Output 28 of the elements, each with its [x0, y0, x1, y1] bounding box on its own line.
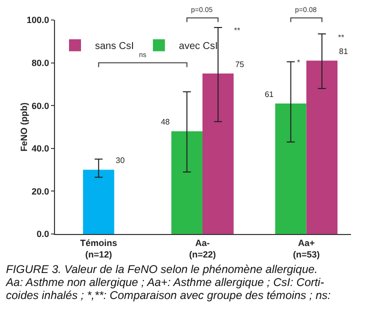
- bar: [171, 131, 202, 234]
- data-label: 81: [339, 47, 349, 56]
- caption: FIGURE 3. Valeur de la FeNO selon le phénomène allergique.: [6, 264, 318, 276]
- bar: [202, 74, 234, 234]
- y-axis-title: FeNO (ppb): [19, 102, 29, 152]
- legend-label: avec CsI: [178, 41, 218, 52]
- x-tick-label: Aa+ (n=53): [292, 238, 320, 260]
- data-label: 30: [116, 156, 126, 166]
- y-tick-label: 100.0: [26, 15, 50, 26]
- bar: [275, 103, 306, 234]
- y-tick-label: 80.0: [32, 58, 50, 68]
- annotation: **: [234, 26, 240, 35]
- data-label: 61: [264, 90, 274, 99]
- x-tick-label: Aa- (n=22): [189, 238, 216, 260]
- annotation: **: [338, 33, 344, 42]
- x-tick-label: Témoins (n=12): [80, 238, 118, 260]
- y-tick-label: 40.0: [32, 144, 50, 154]
- annotation: *: [297, 58, 300, 67]
- data-label: 48: [160, 118, 170, 127]
- y-tick-label: 60.0: [32, 100, 50, 111]
- bar: [306, 60, 338, 234]
- legend-label: sans CsI: [95, 41, 134, 52]
- text: coides inhalés ; *,**: Comparaison avec groupe des témoins ; ns:: [6, 290, 331, 302]
- bar: [83, 170, 114, 234]
- data-label: 75: [235, 60, 245, 69]
- text: Aa: Asthme non allergique ; Aa+: Asthme allergique ; CsI: Corti-: [6, 277, 324, 289]
- y-tick-label: 0.0: [36, 229, 50, 240]
- y-tick-label: 20.0: [32, 186, 50, 196]
